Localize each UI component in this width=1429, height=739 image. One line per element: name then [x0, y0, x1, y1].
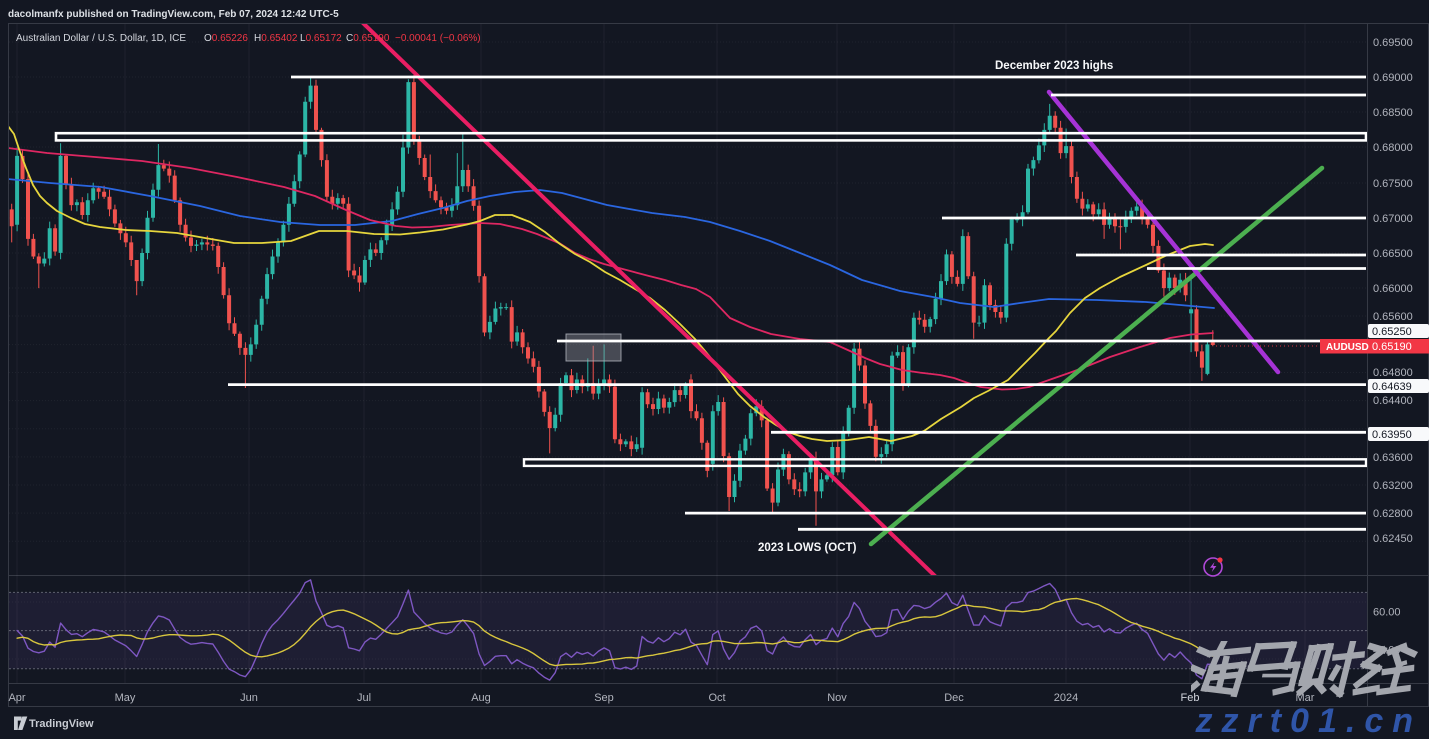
svg-text:0.63200: 0.63200 — [1373, 480, 1413, 492]
svg-text:0.66000: 0.66000 — [1373, 283, 1413, 295]
svg-text:−0.00041 (−0.06%): −0.00041 (−0.06%) — [395, 33, 481, 44]
svg-text:0.68500: 0.68500 — [1373, 107, 1413, 119]
svg-text:Aug: Aug — [471, 692, 491, 704]
svg-text:0.65250: 0.65250 — [1372, 326, 1412, 338]
svg-text:0.69000: 0.69000 — [1373, 72, 1413, 84]
svg-text:H0.65402: H0.65402 — [254, 33, 298, 44]
svg-text:0.65600: 0.65600 — [1373, 311, 1413, 323]
svg-text:Oct: Oct — [708, 692, 725, 704]
svg-text:0.63600: 0.63600 — [1373, 452, 1413, 464]
svg-text:0.63950: 0.63950 — [1372, 429, 1412, 441]
svg-text:Apr: Apr — [8, 692, 25, 704]
svg-text:Jun: Jun — [240, 692, 258, 704]
svg-text:2024: 2024 — [1054, 692, 1078, 704]
svg-text:60.00: 60.00 — [1373, 607, 1401, 619]
svg-text:December 2023 highs: December 2023 highs — [995, 60, 1113, 72]
svg-text:0.65190: 0.65190 — [1372, 341, 1412, 353]
svg-text:C0.65190: C0.65190 — [346, 33, 390, 44]
svg-text:0.64800: 0.64800 — [1373, 367, 1413, 379]
svg-text:2023 LOWS (OCT): 2023 LOWS (OCT) — [758, 542, 857, 554]
svg-text:0.64639: 0.64639 — [1372, 381, 1412, 393]
svg-text:Jul: Jul — [357, 692, 371, 704]
svg-text:May: May — [115, 692, 136, 704]
svg-text:0.62450: 0.62450 — [1373, 533, 1413, 545]
svg-text:0.62800: 0.62800 — [1373, 508, 1413, 520]
svg-text:Nov: Nov — [827, 692, 847, 704]
svg-text:Australian Dollar / U.S. Dolla: Australian Dollar / U.S. Dollar, 1D, ICE — [16, 33, 186, 44]
svg-text:dacolmanfx published on Tradin: dacolmanfx published on TradingView.com,… — [8, 9, 339, 20]
svg-text:0.69500: 0.69500 — [1373, 37, 1413, 49]
svg-text:0.66500: 0.66500 — [1373, 248, 1413, 260]
svg-text:0.67000: 0.67000 — [1373, 213, 1413, 225]
svg-text:Sep: Sep — [594, 692, 614, 704]
svg-text:Dec: Dec — [944, 692, 964, 704]
svg-text:O0.65226: O0.65226 — [204, 33, 248, 44]
svg-text:0.64400: 0.64400 — [1373, 395, 1413, 407]
svg-text:TradingView: TradingView — [29, 718, 94, 730]
svg-text:0.67500: 0.67500 — [1373, 178, 1413, 190]
svg-text:AUDUSD: AUDUSD — [1326, 342, 1369, 353]
svg-text:Feb: Feb — [1181, 692, 1200, 704]
svg-text:0.68000: 0.68000 — [1373, 142, 1413, 154]
svg-text:L0.65172: L0.65172 — [300, 33, 342, 44]
